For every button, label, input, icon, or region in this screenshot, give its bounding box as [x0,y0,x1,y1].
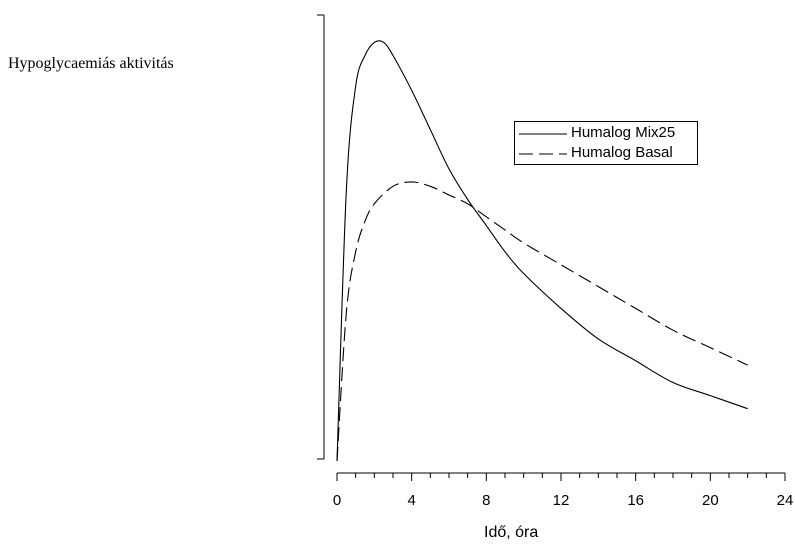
legend-item-mix25: Humalog Mix25 [515,123,697,143]
x-ticks [337,473,785,481]
legend-item-basal: Humalog Basal [515,143,697,163]
legend: Humalog Mix25 Humalog Basal [514,121,698,165]
x-tick-label: 8 [482,492,490,509]
legend-line-solid-icon [519,132,567,136]
legend-line-dashed-icon [519,152,567,156]
y-axis-title: Hypoglycaemiás aktivitás [8,55,174,73]
legend-label-mix25: Humalog Mix25 [571,124,675,141]
legend-label-basal: Humalog Basal [571,144,673,161]
y-axis [317,15,324,459]
x-tick-label: 24 [777,492,794,509]
x-axis: 0 4 8 12 16 20 24 Idő, óra [333,473,794,541]
x-tick-labels: 0 4 8 12 16 20 24 [333,492,794,509]
x-tick-label: 0 [333,492,341,509]
x-tick-label: 20 [702,492,719,509]
x-tick-label: 16 [627,492,644,509]
series-layer [337,41,748,461]
x-tick-label: 4 [407,492,415,509]
series-line-basal [337,182,748,461]
x-tick-label: 12 [553,492,570,509]
series-line-mix25 [337,41,748,461]
x-axis-title: Idő, óra [484,524,538,541]
